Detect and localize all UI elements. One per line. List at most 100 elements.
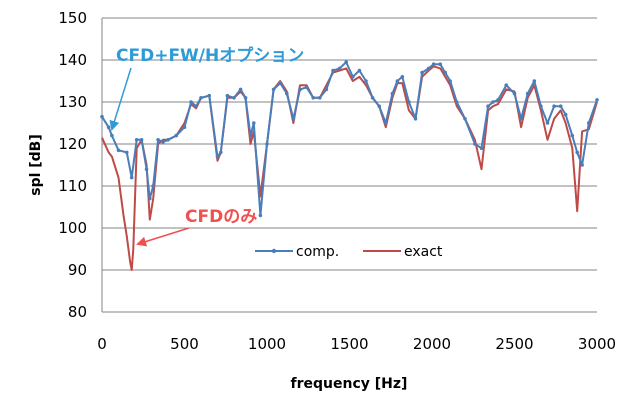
y-tick-label: 130 [58, 93, 87, 111]
legend-marker-comp [271, 248, 277, 254]
data-point-comp [271, 87, 276, 92]
data-point-comp [219, 150, 223, 155]
x-tick-label: 1000 [248, 335, 286, 353]
legend-label-exact: exact [404, 244, 443, 260]
data-point-comp [215, 154, 220, 159]
data-point-comp [337, 66, 342, 71]
y-tick-label: 110 [58, 177, 87, 195]
y-tick-labels: 150 140 130 120 110 100 90 80 [58, 9, 87, 321]
data-point-comp [151, 184, 155, 188]
series-line-exact [101, 65, 598, 271]
data-point-comp [413, 117, 418, 121]
data-point-comp [100, 114, 104, 119]
series-line-comp [101, 61, 598, 217]
data-point-comp [166, 138, 170, 142]
data-point-comp [563, 112, 568, 117]
data-point-comp [252, 121, 256, 125]
data-point-comp [463, 117, 467, 121]
data-point-comp [265, 142, 269, 146]
x-tick-label: 2500 [495, 335, 533, 353]
series-lines [100, 60, 599, 271]
annotations: CFD+FW/Hオプション CFDのみ [109, 45, 304, 247]
data-point-comp [139, 138, 144, 142]
data-point-comp [344, 60, 349, 64]
x-tick-labels: 0 500 1000 1500 2000 2500 3000 [97, 335, 616, 353]
data-point-comp [182, 125, 187, 129]
data-point-comp [331, 68, 335, 73]
annotation-cfd-only: CFDのみ [185, 207, 257, 227]
data-point-comp [134, 138, 139, 142]
data-point-comp [545, 121, 550, 125]
annotation-cfd-only-arrow [136, 227, 190, 247]
data-point-comp [454, 100, 459, 104]
legend: comp. exact [255, 244, 443, 260]
x-tick-label: 2000 [413, 335, 451, 353]
y-tick-label: 100 [58, 219, 87, 237]
data-point-comp [248, 133, 253, 138]
data-point-comp [496, 98, 500, 102]
gridlines [101, 17, 597, 313]
data-point-comp [438, 62, 443, 66]
data-point-comp [174, 133, 179, 138]
data-point-comp [595, 98, 599, 102]
data-point-comp [278, 81, 283, 85]
data-point-comp [570, 133, 575, 138]
x-tick-label: 500 [170, 335, 199, 353]
data-point-comp [431, 62, 436, 66]
data-point-comp [426, 66, 431, 71]
x-tick-label: 1500 [330, 335, 368, 353]
data-point-comp [124, 150, 129, 155]
data-point-comp [291, 117, 296, 121]
data-point-comp [443, 70, 448, 75]
data-point-comp [370, 96, 375, 100]
data-point-comp [194, 104, 198, 108]
data-point-comp [351, 75, 355, 79]
x-axis-label: frequency [Hz] [291, 376, 408, 392]
data-point-comp [580, 163, 584, 167]
data-point-comp [238, 87, 243, 92]
data-point-comp [116, 148, 121, 153]
data-point-comp [357, 68, 362, 73]
annotation-cfd-fwh-arrow [109, 67, 132, 131]
y-tick-label: 90 [68, 261, 87, 279]
data-point-comp [486, 104, 490, 108]
data-point-comp [575, 150, 579, 155]
x-tick-label: 0 [97, 335, 107, 353]
data-point-comp [199, 96, 203, 100]
legend-label-comp: comp. [296, 244, 339, 260]
data-point-comp [420, 70, 424, 75]
data-point-comp [532, 79, 537, 83]
data-point-comp [106, 125, 111, 129]
data-point-comp [473, 142, 477, 146]
data-point-comp [189, 100, 193, 104]
data-point-comp [377, 104, 382, 108]
data-point-comp [479, 146, 484, 150]
data-point-comp [148, 196, 152, 201]
data-point-comp [364, 79, 368, 83]
data-point-comp [318, 96, 322, 100]
data-point-comp [539, 104, 543, 108]
x-tick-label: 3000 [578, 335, 616, 353]
data-point-comp [552, 104, 556, 108]
data-point-comp [304, 85, 309, 90]
data-point-comp [407, 100, 411, 104]
data-point-comp [448, 79, 452, 83]
data-point-comp [285, 91, 289, 96]
data-point-comp [324, 87, 329, 92]
data-point-comp [519, 117, 523, 121]
data-point-comp [558, 104, 563, 108]
data-point-comp [258, 213, 263, 218]
data-point-comp [232, 96, 236, 100]
data-point-comp [512, 91, 517, 96]
y-tick-label: 80 [68, 303, 87, 321]
y-axis-label: spl [dB] [28, 134, 44, 196]
data-point-comp [384, 121, 388, 125]
y-tick-label: 140 [58, 51, 87, 69]
data-point-comp [390, 91, 395, 96]
data-point-comp [491, 100, 495, 104]
data-point-comp [144, 167, 149, 171]
data-point-comp [207, 93, 212, 98]
data-point-comp [298, 87, 302, 92]
data-point-comp [311, 96, 316, 100]
